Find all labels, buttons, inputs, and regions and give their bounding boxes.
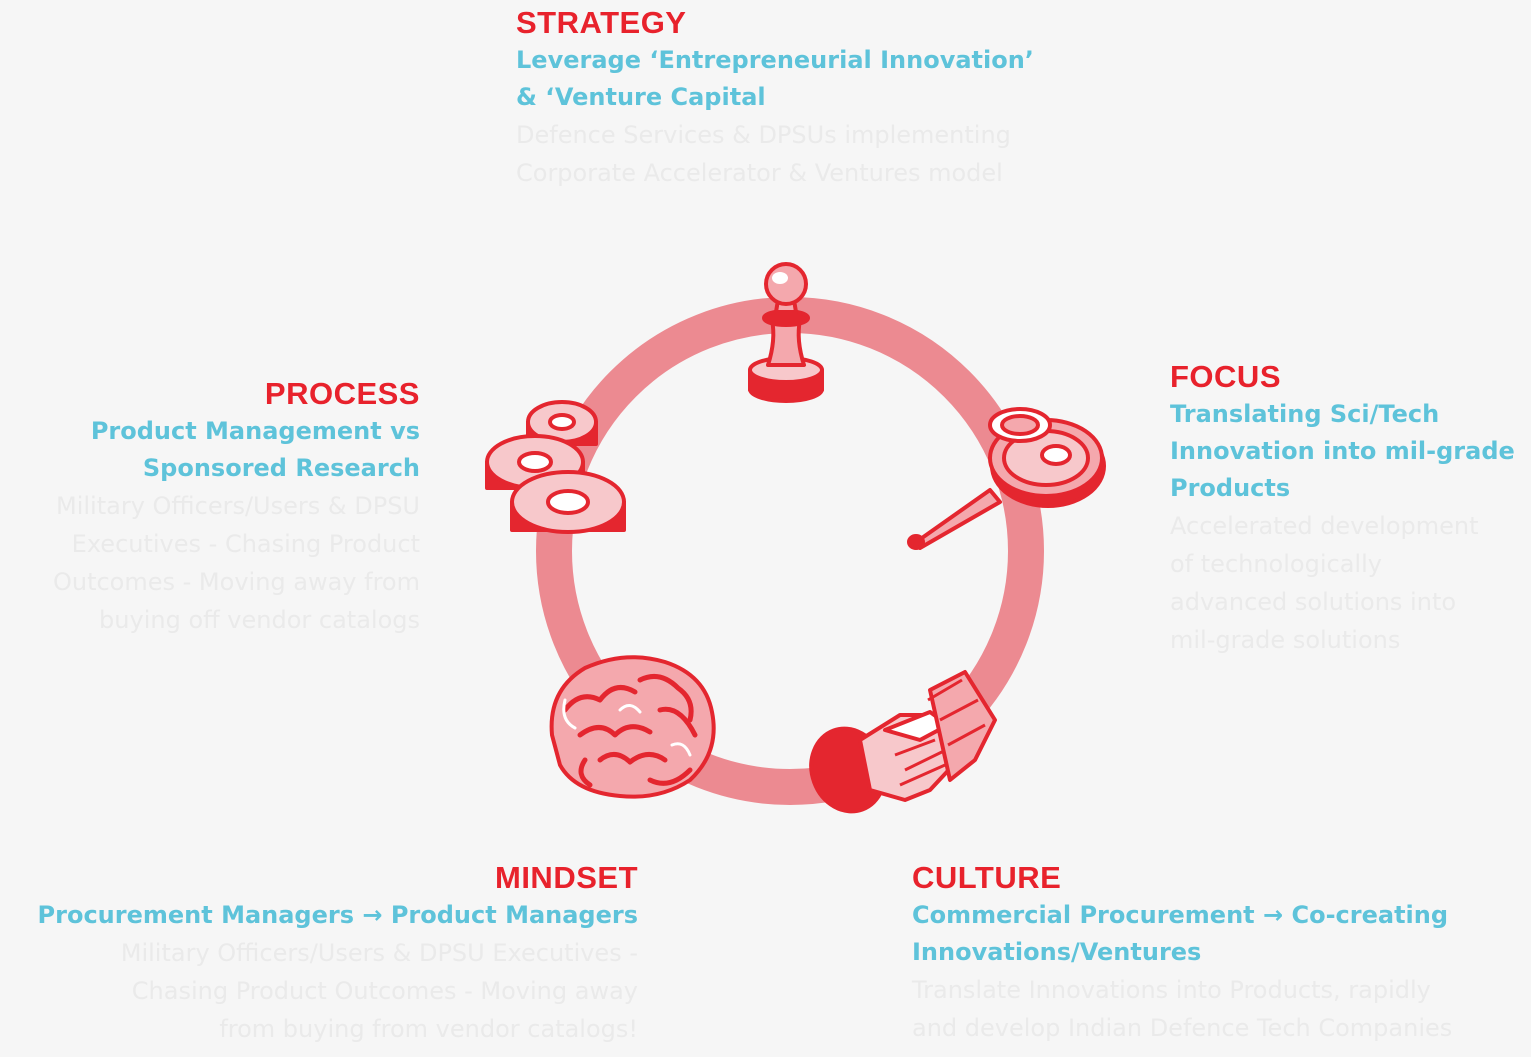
mindset-body-line: Chasing Product Outcomes - Moving away <box>131 977 638 1005</box>
strategy-body-line: Defence Services & DPSUs implementing <box>516 121 1011 149</box>
focus-subtitle-line: Translating Sci/Tech <box>1170 400 1440 428</box>
culture-title: CULTURE <box>912 860 1062 895</box>
culture-subtitle-line: Innovations/Ventures <box>912 938 1202 966</box>
culture-subtitle-line: Commercial Procurement → Co-creating <box>912 901 1449 929</box>
focus-body-line: Accelerated development <box>1170 512 1479 540</box>
process-body-line: Military Officers/Users & DPSU <box>56 492 420 520</box>
mindset-body-line: from buying from vendor catalogs! <box>219 1015 638 1043</box>
mindset-subtitle-line: Procurement Managers → Product Managers <box>37 901 638 929</box>
mindset-section: MINDSET Procurement Managers → Product M… <box>38 859 638 1048</box>
culture-body-line: and develop Indian Defence Tech Companie… <box>912 1014 1453 1042</box>
process-subtitle-line: Sponsored Research <box>142 454 420 482</box>
focus-subtitle-line: Innovation into mil-grade <box>1170 437 1515 465</box>
strategy-section: STRATEGY Leverage ‘Entrepreneurial Innov… <box>516 4 1034 192</box>
process-title: PROCESS <box>264 376 420 411</box>
strategy-subtitle-line: Leverage ‘Entrepreneurial Innovation’ <box>516 46 1034 74</box>
focus-title: FOCUS <box>1170 359 1281 394</box>
strategy-subtitle-line: & ‘Venture Capital <box>516 83 766 111</box>
magnifying-glass-icon <box>907 407 1106 550</box>
process-body-line: Outcomes - Moving away from <box>52 568 420 596</box>
focus-body-line: mil-grade solutions <box>1170 626 1401 654</box>
mindset-body-line: Military Officers/Users & DPSU Executive… <box>120 939 638 967</box>
process-section: PROCESS Product Management vs Sponsored … <box>53 375 420 639</box>
culture-section: CULTURE Commercial Procurement → Co-crea… <box>912 859 1452 1047</box>
gears-icon <box>485 400 626 534</box>
handshake-icon <box>809 670 997 814</box>
strategy-title: STRATEGY <box>516 5 687 40</box>
brain-icon <box>549 655 716 799</box>
process-body-line: Executives - Chasing Product <box>71 530 420 558</box>
focus-section: FOCUS Translating Sci/Tech Innovation in… <box>1170 358 1515 659</box>
chess-pawn-icon <box>748 262 824 403</box>
culture-body-line: Translate Innovations into Products, rap… <box>912 976 1431 1004</box>
mindset-title: MINDSET <box>495 860 638 895</box>
strategy-body-line: Corporate Accelerator & Ventures model <box>516 159 1003 187</box>
process-subtitle-line: Product Management vs <box>90 417 420 445</box>
process-body-line: buying off vendor catalogs <box>99 606 420 634</box>
focus-body-line: advanced solutions into <box>1170 588 1457 616</box>
focus-body-line: of technologically <box>1170 550 1382 578</box>
focus-subtitle-line: Products <box>1170 474 1291 502</box>
